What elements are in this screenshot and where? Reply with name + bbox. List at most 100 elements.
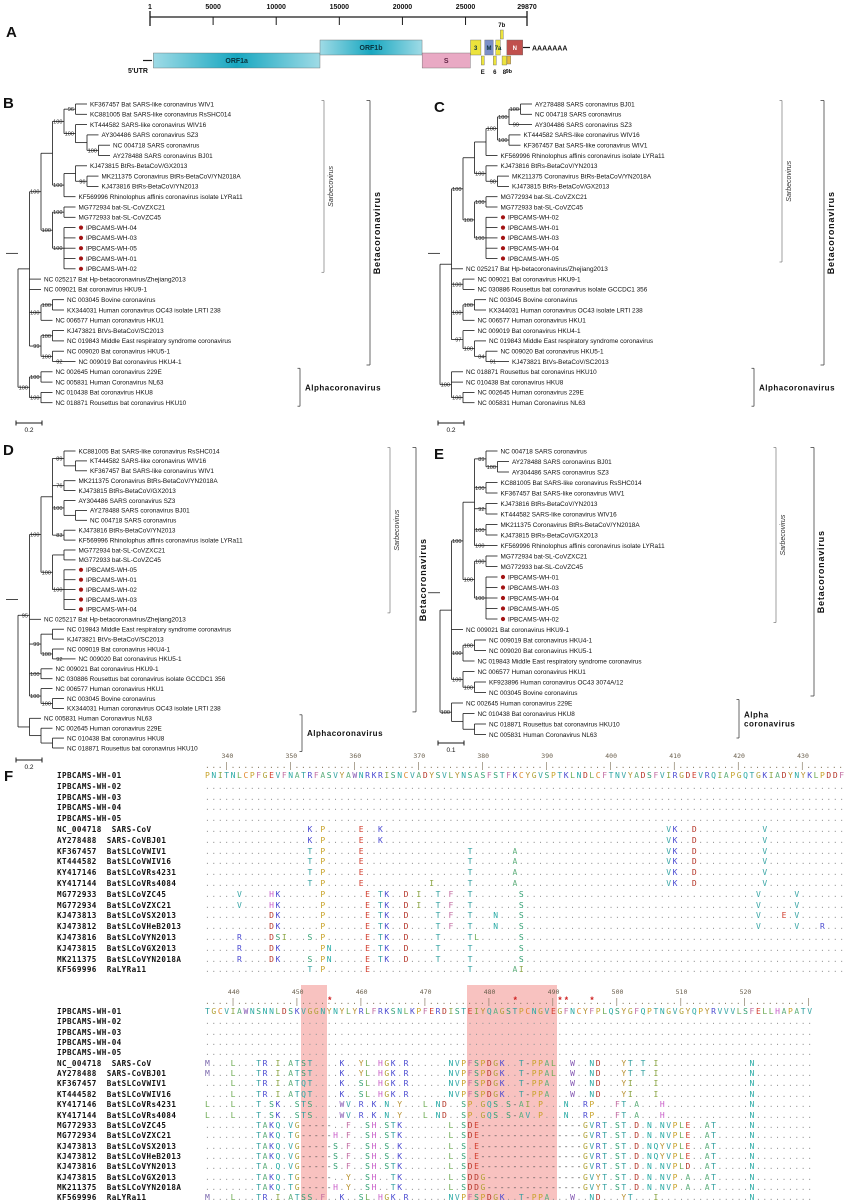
alignment-row-name: KF569996 RaLYRa11 bbox=[57, 1193, 147, 1200]
svg-text:7b: 7b bbox=[498, 23, 505, 29]
ruler-number: 340 bbox=[221, 752, 234, 760]
svg-text:NC 018871 Rousettus bat corona: NC 018871 Rousettus bat coronavirus HKU1… bbox=[56, 400, 187, 407]
alignment-row-name: KY417146 BatSLCoVRs4231 bbox=[57, 1100, 177, 1110]
svg-text:92: 92 bbox=[56, 360, 62, 366]
svg-text:S: S bbox=[444, 58, 449, 65]
alignment-row-sequence: .....V....HK......P......E.TK..D.I..T.F.… bbox=[205, 889, 846, 899]
ruler-number: 460 bbox=[355, 988, 368, 996]
svg-text:NC 018871 Rousettus bat corona: NC 018871 Rousettus bat coronavirus HKU1… bbox=[67, 745, 198, 752]
svg-text:100: 100 bbox=[65, 132, 74, 138]
alignment-row-sequence: ........................................… bbox=[205, 1048, 814, 1058]
svg-text:AY304486 SARS coronavirus SZ3: AY304486 SARS coronavirus SZ3 bbox=[102, 132, 199, 139]
svg-text:NC 019843 Middle East respirat: NC 019843 Middle East respiratory syndro… bbox=[478, 658, 642, 665]
ruler-number: 480 bbox=[483, 988, 496, 996]
svg-text:NC 030886 Rousettus bat corona: NC 030886 Rousettus bat coronavirus isol… bbox=[56, 676, 226, 683]
alignment-row-sequence: ........................................… bbox=[205, 1017, 814, 1027]
alignment-row-sequence: ........................................… bbox=[205, 814, 846, 824]
alignment-row-sequence: ..........DK......P......E.TK..D....T.F.… bbox=[205, 922, 846, 932]
svg-text:Betacoronavirus: Betacoronavirus bbox=[826, 191, 836, 274]
panel-label-c: C bbox=[434, 99, 445, 116]
svg-text:KF569996 Rhinolophus affinis c: KF569996 Rhinolophus affinis coronavirus… bbox=[501, 543, 666, 550]
svg-text:AY304486 SARS coronavirus SZ3: AY304486 SARS coronavirus SZ3 bbox=[79, 498, 176, 505]
svg-text:100: 100 bbox=[42, 652, 51, 658]
svg-text:AY278488 SARS coronavirus BJ01: AY278488 SARS coronavirus BJ01 bbox=[535, 101, 635, 108]
svg-text:KJ473816 BtRs-BetaCoV/YN2013: KJ473816 BtRs-BetaCoV/YN2013 bbox=[79, 528, 176, 535]
svg-text:KT444582 SARS-like coronavirus: KT444582 SARS-like coronavirus WIV16 bbox=[524, 132, 641, 139]
alignment-row-name: IPBCAMS-WH-05 bbox=[57, 814, 122, 824]
key-residue-star: * bbox=[513, 994, 517, 1005]
svg-text:NC 010438 Bat coronavirus HKU8: NC 010438 Bat coronavirus HKU8 bbox=[466, 379, 564, 386]
svg-text:NC 009019 Bat coronavirus HKU4: NC 009019 Bat coronavirus HKU4-1 bbox=[478, 328, 581, 335]
key-residue-star: * bbox=[590, 994, 594, 1005]
svg-text:Alpha: Alpha bbox=[744, 710, 769, 719]
svg-text:IPBCAMS-WH-05: IPBCAMS-WH-05 bbox=[508, 256, 559, 263]
alignment-row-sequence: ........TA.Q.VG-----S.F..SH.STK.......L.… bbox=[205, 1162, 814, 1172]
ruler-number: 380 bbox=[477, 752, 490, 760]
svg-text:KF367457 Bat SARS-like coronav: KF367457 Bat SARS-like coronavirus WIV1 bbox=[90, 101, 214, 108]
alignment-row-name: KJ473816 BatSLCoVYN2013 bbox=[57, 1162, 177, 1172]
svg-text:100: 100 bbox=[88, 148, 97, 154]
svg-text:NC 030886 Rousettus bat corona: NC 030886 Rousettus bat coronavirus isol… bbox=[478, 287, 648, 294]
svg-text:83: 83 bbox=[56, 533, 62, 539]
svg-text:NC 019843 Middle East respirat: NC 019843 Middle East respiratory syndro… bbox=[67, 627, 231, 634]
svg-text:NC 009020 Bat coronavirus HKU5: NC 009020 Bat coronavirus HKU5-1 bbox=[67, 349, 170, 356]
ruler-number: 520 bbox=[739, 988, 752, 996]
svg-text:100: 100 bbox=[487, 465, 496, 471]
alignment-row-sequence: ....L...TR.I.ATQT....K..SL.HGK.R......NV… bbox=[205, 1079, 814, 1089]
svg-text:100: 100 bbox=[42, 701, 51, 707]
alignment-row-sequence: M...L...TR.I.ATST....K..YL.HGK.R......NV… bbox=[205, 1058, 814, 1068]
svg-text:100: 100 bbox=[498, 138, 507, 144]
svg-text:100: 100 bbox=[53, 119, 62, 125]
svg-text:ORF1a: ORF1a bbox=[225, 58, 248, 65]
svg-text:NC 009021 Bat coronavirus HKU9: NC 009021 Bat coronavirus HKU9-1 bbox=[466, 627, 569, 634]
svg-text:84: 84 bbox=[478, 354, 484, 360]
svg-text:92: 92 bbox=[478, 507, 484, 513]
svg-text:76: 76 bbox=[56, 484, 62, 490]
svg-text:3: 3 bbox=[474, 46, 478, 52]
svg-text:IPBCAMS-WH-05: IPBCAMS-WH-05 bbox=[86, 567, 137, 574]
svg-text:KJ473821 BtVs-BetaCoV/SC2013: KJ473821 BtVs-BetaCoV/SC2013 bbox=[512, 359, 609, 366]
svg-text:NC 004718 SARS coronavirus: NC 004718 SARS coronavirus bbox=[535, 112, 621, 119]
svg-text:NC 004718 SARS coronavirus: NC 004718 SARS coronavirus bbox=[90, 518, 176, 525]
alignment-row-sequence: ........TAKQ.VG-----..F..SH.STK.......L.… bbox=[205, 1120, 814, 1130]
svg-text:KC881005 Bat SARS-like coronav: KC881005 Bat SARS-like coronavirus RsSHC… bbox=[501, 480, 642, 487]
svg-text:KT444582 SARS-like coronavirus: KT444582 SARS-like coronavirus WIV16 bbox=[90, 458, 207, 465]
svg-text:IPBCAMS-WH-02: IPBCAMS-WH-02 bbox=[86, 587, 137, 594]
alignment-row-sequence: ........................................… bbox=[205, 1027, 814, 1037]
alignment-row-sequence: ........................................… bbox=[205, 803, 846, 813]
alignment-row-name: IPBCAMS-WH-02 bbox=[57, 781, 122, 791]
svg-text:MG772933 bat-SL-CoVZC45: MG772933 bat-SL-CoVZC45 bbox=[79, 557, 162, 564]
svg-text:Betacoronavirus: Betacoronavirus bbox=[816, 530, 826, 613]
ruler-number: 440 bbox=[227, 988, 240, 996]
svg-text:91: 91 bbox=[490, 360, 496, 366]
alignment-row-name: KJ473815 BatSLCoVGX2013 bbox=[57, 943, 177, 953]
ruler-number: 350 bbox=[285, 752, 298, 760]
svg-text:NC 005831 Human Coronavirus NL: NC 005831 Human Coronavirus NL63 bbox=[44, 716, 152, 723]
key-residue-star: * bbox=[564, 994, 569, 1005]
svg-text:NC 009021 Bat coronavirus HKU9: NC 009021 Bat coronavirus HKU9-1 bbox=[56, 666, 159, 673]
svg-text:100: 100 bbox=[53, 183, 62, 189]
svg-text:NC 003045 Bovine coronavirus: NC 003045 Bovine coronavirus bbox=[489, 297, 577, 304]
alignment-row-name: IPBCAMS-WH-03 bbox=[57, 792, 122, 802]
svg-text:MK211375 Coronavirus BtRs-Beta: MK211375 Coronavirus BtRs-BetaCoV/YN2018… bbox=[102, 173, 242, 180]
svg-text:KX344031 Human coronavirus OC4: KX344031 Human coronavirus OC43 isolate … bbox=[67, 307, 221, 314]
svg-text:100: 100 bbox=[441, 710, 450, 716]
svg-text:NC 003045 Bovine coronavirus: NC 003045 Bovine coronavirus bbox=[67, 696, 155, 703]
alignment-row-name: KY417144 BatSLCoVRs4084 bbox=[57, 879, 177, 888]
svg-text:NC 003045 Bovine coronavirus: NC 003045 Bovine coronavirus bbox=[67, 297, 155, 304]
alignment-row-sequence: ........TAKQ.TG-----..Y..SH..TK.......L.… bbox=[205, 1172, 814, 1182]
svg-text:MK211375 Coronavirus BtRs-Beta: MK211375 Coronavirus BtRs-BetaCoV/YN2018… bbox=[79, 478, 219, 485]
alignment-row-sequence: M...L...TR.I.ATSS.F..K..SL.HGK.R......NV… bbox=[205, 1193, 814, 1200]
svg-text:E: E bbox=[481, 70, 485, 76]
svg-text:100: 100 bbox=[53, 506, 62, 512]
key-residue-star: * bbox=[327, 994, 332, 1005]
highlight-band bbox=[467, 985, 557, 1200]
svg-text:0.2: 0.2 bbox=[24, 764, 33, 771]
svg-text:20000: 20000 bbox=[393, 4, 413, 11]
svg-text:KJ473815 BtRs-BetaCoV/GX2013: KJ473815 BtRs-BetaCoV/GX2013 bbox=[512, 184, 610, 191]
svg-text:90: 90 bbox=[490, 179, 496, 185]
alignment-row-sequence: ........TAKQ.VG-----S.F..SH.S.K.......L.… bbox=[205, 1151, 814, 1161]
svg-text:100: 100 bbox=[441, 383, 450, 389]
svg-text:100: 100 bbox=[464, 643, 473, 649]
